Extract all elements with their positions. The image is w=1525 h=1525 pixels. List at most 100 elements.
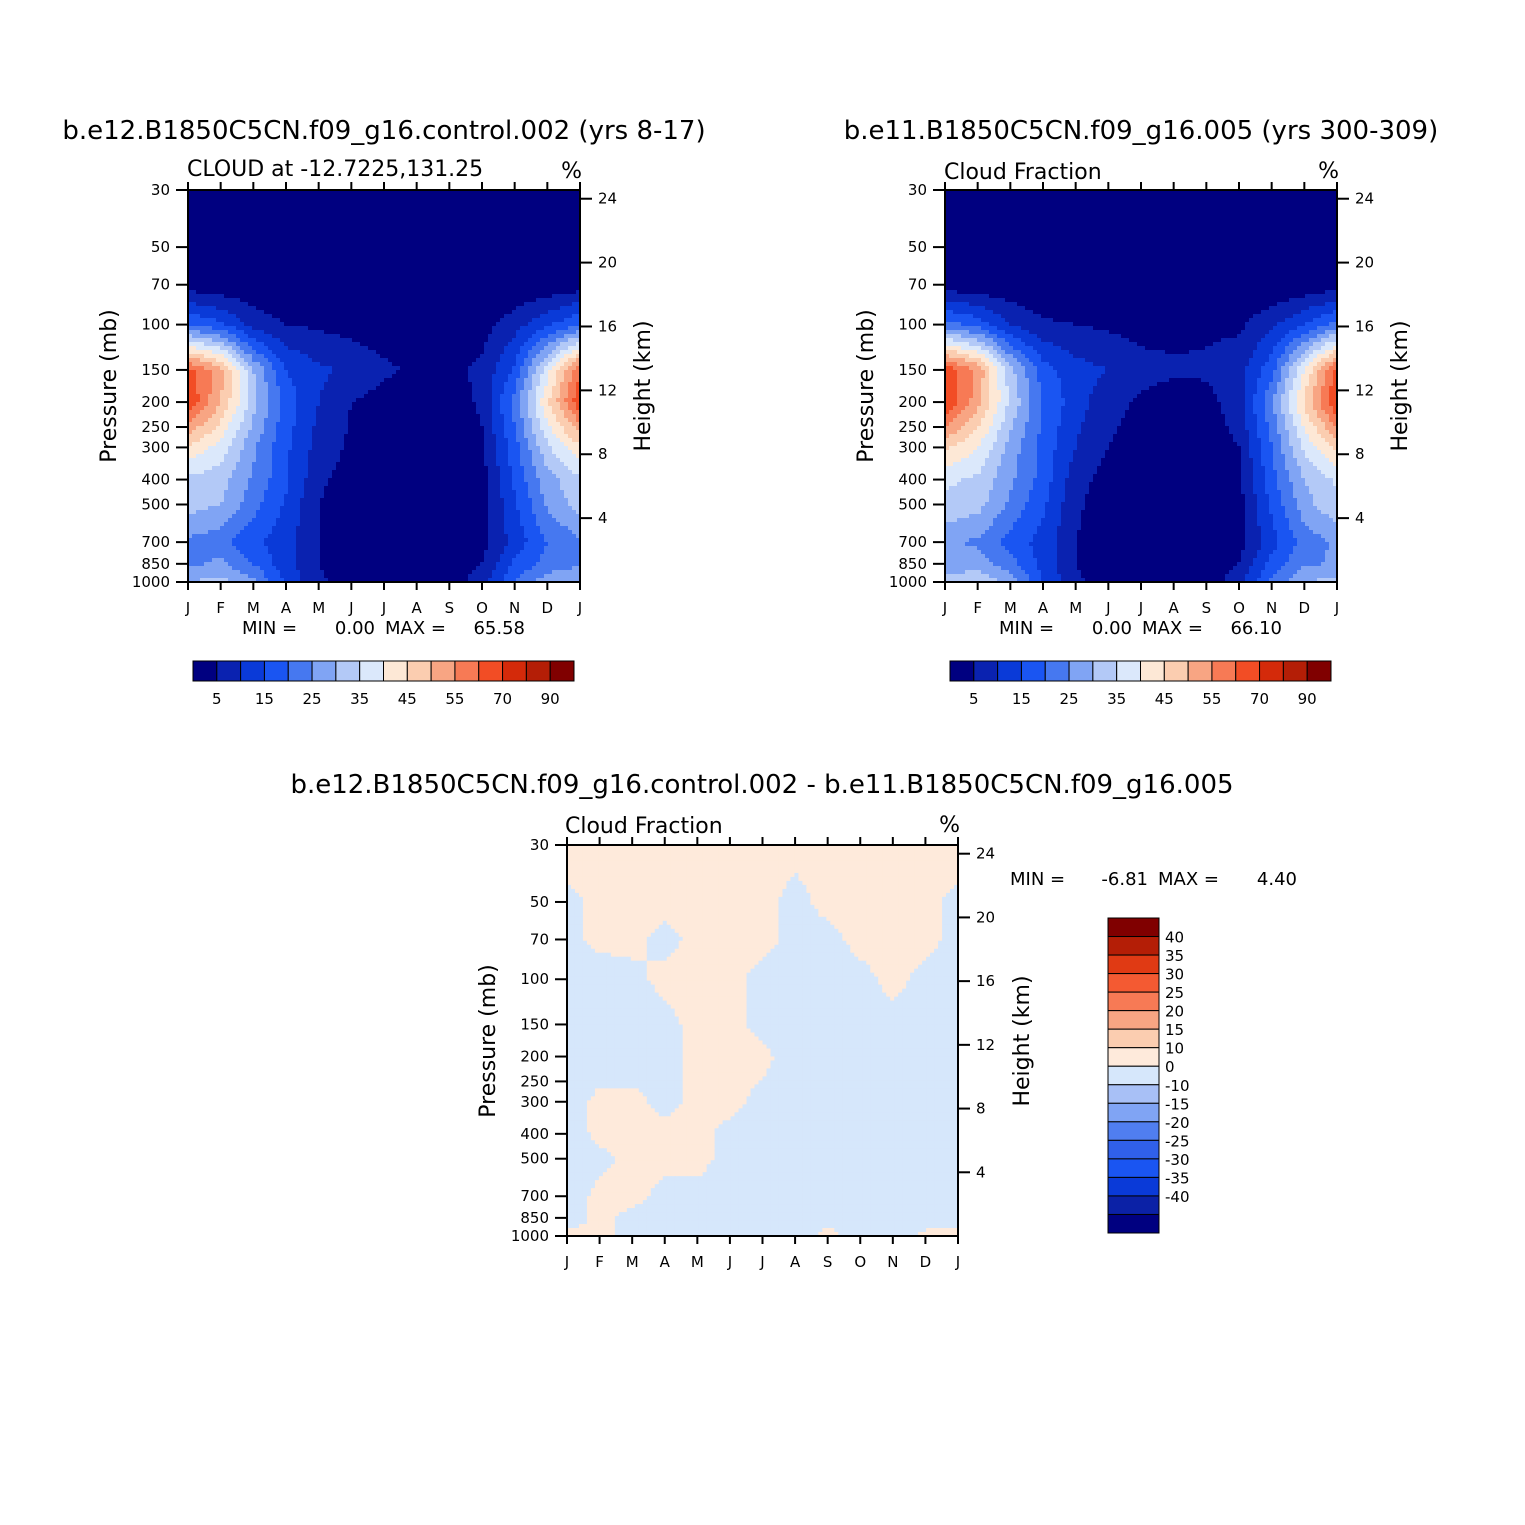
contour-cell — [256, 198, 261, 203]
contour-cell — [468, 302, 473, 307]
contour-cell — [244, 322, 249, 327]
contour-cell — [352, 322, 357, 327]
contour-cell — [300, 354, 305, 359]
contour-cell — [356, 306, 361, 311]
contour-cell — [380, 322, 385, 327]
contour-cell — [340, 206, 345, 211]
contour-cell — [508, 350, 513, 355]
contour-cell — [196, 350, 201, 355]
contour-cell — [348, 354, 353, 359]
contour-cell — [392, 314, 397, 319]
contour-cell — [424, 390, 429, 395]
contour-cell — [220, 322, 225, 327]
contour-cell — [420, 226, 425, 231]
contour-cell — [196, 358, 201, 363]
contour-cell — [432, 262, 437, 267]
contour-cell — [576, 378, 581, 383]
contour-cell — [232, 354, 237, 359]
contour-cell — [416, 278, 421, 283]
contour-cell — [368, 358, 373, 363]
contour-cell — [328, 270, 333, 275]
contour-cell — [496, 266, 501, 271]
contour-cell — [284, 218, 289, 223]
contour-cell — [264, 234, 269, 239]
contour-cell — [560, 326, 565, 331]
contour-cell — [404, 338, 409, 343]
contour-cell — [436, 318, 441, 323]
contour-cell — [344, 250, 349, 255]
contour-cell — [340, 322, 345, 327]
contour-cell — [576, 218, 581, 223]
contour-cell — [260, 366, 265, 371]
contour-cell — [340, 242, 345, 247]
contour-cell — [480, 286, 485, 291]
contour-cell — [480, 226, 485, 231]
contour-cell — [484, 334, 489, 339]
contour-cell — [200, 274, 205, 279]
contour-cell — [252, 354, 257, 359]
contour-cell — [304, 282, 309, 287]
contour-cell — [296, 298, 301, 303]
contour-cell — [512, 222, 517, 227]
contour-cell — [228, 298, 233, 303]
contour-cell — [396, 382, 401, 387]
contour-cell — [332, 218, 337, 223]
contour-cell — [512, 378, 517, 383]
contour-cell — [244, 370, 249, 375]
contour-cell — [192, 234, 197, 239]
contour-cell — [360, 258, 365, 263]
contour-cell — [528, 254, 533, 259]
contour-cell — [288, 318, 293, 323]
contour-cell — [444, 350, 449, 355]
contour-cell — [376, 334, 381, 339]
contour-cell — [264, 310, 269, 315]
contour-cell — [532, 254, 537, 259]
contour-cell — [360, 206, 365, 211]
contour-cell — [528, 238, 533, 243]
contour-cell — [468, 282, 473, 287]
contour-cell — [540, 330, 545, 335]
contour-cell — [244, 294, 249, 299]
contour-cell — [204, 310, 209, 315]
contour-cell — [228, 250, 233, 255]
contour-cell — [496, 230, 501, 235]
contour-cell — [256, 282, 261, 287]
contour-cell — [432, 242, 437, 247]
contour-cell — [396, 198, 401, 203]
contour-cell — [276, 338, 281, 343]
contour-cell — [532, 314, 537, 319]
contour-cell — [488, 378, 493, 383]
contour-cell — [400, 270, 405, 275]
contour-cell — [300, 218, 305, 223]
contour-cell — [380, 218, 385, 223]
contour-cell — [232, 278, 237, 283]
contour-cell — [384, 290, 389, 295]
contour-cell — [412, 242, 417, 247]
contour-cell — [444, 258, 449, 263]
contour-cell — [452, 346, 457, 351]
contour-cell — [344, 242, 349, 247]
contour-cell — [280, 330, 285, 335]
contour-cell — [268, 246, 273, 251]
contour-cell — [220, 274, 225, 279]
contour-cell — [232, 326, 237, 331]
contour-cell — [220, 238, 225, 243]
contour-cell — [480, 214, 485, 219]
contour-cell — [496, 270, 501, 275]
contour-cell — [328, 202, 333, 207]
contour-cell — [556, 362, 561, 367]
contour-cell — [504, 386, 509, 391]
contour-cell — [272, 350, 277, 355]
contour-cell — [320, 194, 325, 199]
contour-cell — [268, 230, 273, 235]
contour-cell — [336, 334, 341, 339]
contour-cell — [256, 314, 261, 319]
contour-cell — [484, 390, 489, 395]
contour-cell — [260, 278, 265, 283]
contour-cell — [316, 318, 321, 323]
contour-cell — [248, 290, 253, 295]
contour-cell — [416, 250, 421, 255]
contour-cell — [444, 250, 449, 255]
contour-cell — [412, 374, 417, 379]
contour-cell — [264, 250, 269, 255]
